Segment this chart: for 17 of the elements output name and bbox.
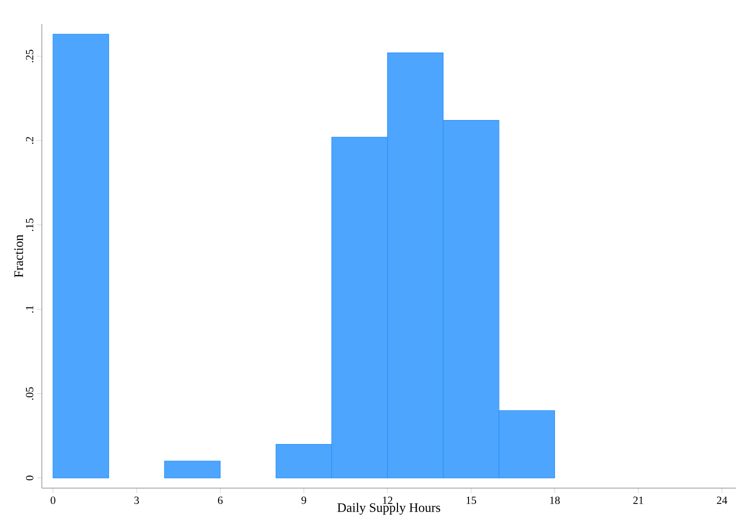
x-tick-label: 21 bbox=[633, 496, 644, 504]
y-tick-label: .15 bbox=[26, 218, 34, 232]
y-axis-title: Fraction bbox=[14, 234, 24, 278]
x-tick-label: 24 bbox=[716, 496, 728, 504]
y-tick-label: .1 bbox=[26, 306, 34, 313]
x-tick-label: 9 bbox=[301, 496, 306, 504]
x-tick-label: 0 bbox=[50, 496, 56, 504]
x-axis-title: Daily Supply Hours bbox=[337, 502, 440, 515]
y-tick-label: .2 bbox=[26, 137, 34, 144]
y-tick-label: .25 bbox=[26, 50, 34, 62]
x-tick-label: 18 bbox=[550, 496, 560, 504]
x-tick-label: 6 bbox=[218, 496, 223, 504]
x-tick-label: 12 bbox=[382, 496, 392, 504]
x-tick-label: 15 bbox=[466, 496, 476, 504]
x-tick-label: 3 bbox=[134, 496, 139, 504]
y-tick-label: .05 bbox=[26, 387, 34, 400]
y-tick-label: 0 bbox=[26, 476, 34, 480]
